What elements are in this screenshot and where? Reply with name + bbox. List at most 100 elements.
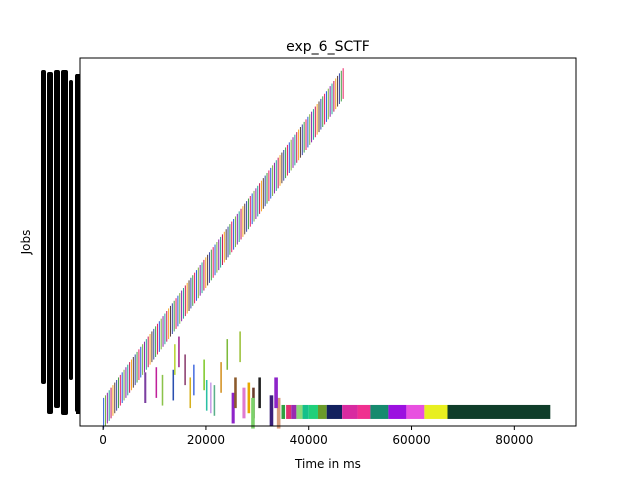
job-bar (114, 382, 116, 414)
job-bar (116, 380, 118, 411)
job-bar (179, 293, 181, 324)
job-bar (325, 91, 327, 122)
job-bar (317, 404, 327, 419)
job-bar (193, 364, 195, 396)
job-bar (290, 139, 292, 171)
job-bar (238, 211, 240, 242)
job-bar (447, 404, 551, 419)
job-bar (220, 362, 222, 393)
job-bar (130, 359, 132, 391)
job-bar (203, 259, 205, 291)
job-bar (172, 369, 175, 401)
job-bar (106, 392, 108, 424)
job-bar (189, 377, 192, 409)
job-bar (221, 234, 223, 265)
job-bar (151, 331, 153, 363)
chart-title: exp_6_SCTF (286, 39, 370, 55)
y-tick-label (69, 80, 73, 380)
job-bar (184, 354, 186, 386)
job-bar (274, 377, 278, 409)
job-bar (234, 377, 237, 409)
job-bar (119, 374, 121, 406)
x-axis-ticks: 0 20000 40000 60000 80000 (99, 426, 533, 447)
job-bar (208, 252, 210, 283)
job-bar (229, 224, 231, 255)
job-bar (269, 395, 274, 426)
job-bar (142, 344, 144, 375)
job-bar (218, 239, 220, 271)
job-bar (357, 404, 371, 419)
job-bar (201, 262, 203, 294)
job-bar (255, 188, 257, 219)
job-bar (205, 380, 208, 411)
x-axis-label: Time in ms (294, 457, 361, 471)
job-bar (242, 387, 246, 419)
job-bar (153, 328, 155, 360)
job-bar (337, 75, 339, 107)
job-bar (329, 86, 331, 117)
job-bar (182, 288, 184, 319)
job-bar (223, 231, 225, 263)
job-bar (188, 280, 190, 311)
job-bar (316, 104, 318, 135)
job-bar (190, 277, 192, 309)
job-bar (281, 152, 283, 184)
job-bar (166, 311, 168, 342)
job-bar (308, 404, 318, 419)
job-bar (283, 150, 285, 181)
job-bar (335, 78, 337, 110)
job-bar (207, 254, 209, 286)
job-bar (272, 165, 274, 196)
job-bar (276, 397, 281, 429)
job-bar (199, 265, 201, 296)
job-bar (406, 404, 425, 419)
job-bar (136, 351, 138, 383)
job-bar (264, 175, 266, 207)
job-bar (140, 346, 142, 378)
job-bar (244, 203, 246, 235)
job-bar (225, 229, 227, 260)
job-bar (177, 295, 179, 327)
job-bar (192, 275, 194, 306)
job-bar (303, 121, 305, 153)
job-bar (305, 119, 307, 150)
job-bar (262, 178, 264, 209)
job-bar (213, 385, 216, 416)
job-bar (253, 190, 255, 222)
job-bar (251, 193, 253, 225)
job-bar (277, 157, 279, 189)
job-bar (227, 226, 229, 258)
job-bar (296, 404, 303, 419)
job-bar (168, 308, 170, 340)
job-bar (234, 216, 236, 248)
job-bar (270, 167, 272, 199)
job-bar (108, 390, 110, 421)
job-bar (181, 290, 183, 322)
job-bar (279, 155, 281, 186)
job-bar (320, 98, 322, 130)
job-bar (324, 93, 326, 125)
job-bar (205, 257, 207, 288)
job-bar (175, 298, 177, 329)
job-bar (145, 339, 147, 370)
job-bar (246, 201, 248, 232)
job-bar (178, 336, 180, 368)
job-bar (129, 362, 131, 393)
job-bar (286, 144, 288, 176)
job-bar (231, 221, 233, 253)
job-bar (210, 382, 212, 414)
job-bar (149, 334, 151, 365)
job-bar (247, 198, 249, 230)
job-bar (275, 160, 277, 191)
x-tick-label: 0 (99, 433, 107, 447)
x-tick-label: 40000 (290, 433, 328, 447)
job-bar (342, 68, 344, 99)
job-bar (117, 377, 119, 409)
job-bar (184, 285, 186, 317)
job-bar (103, 397, 105, 429)
job-bar (174, 344, 176, 375)
plot-frame (79, 57, 577, 427)
job-bar (127, 364, 129, 396)
job-bar (298, 129, 300, 161)
